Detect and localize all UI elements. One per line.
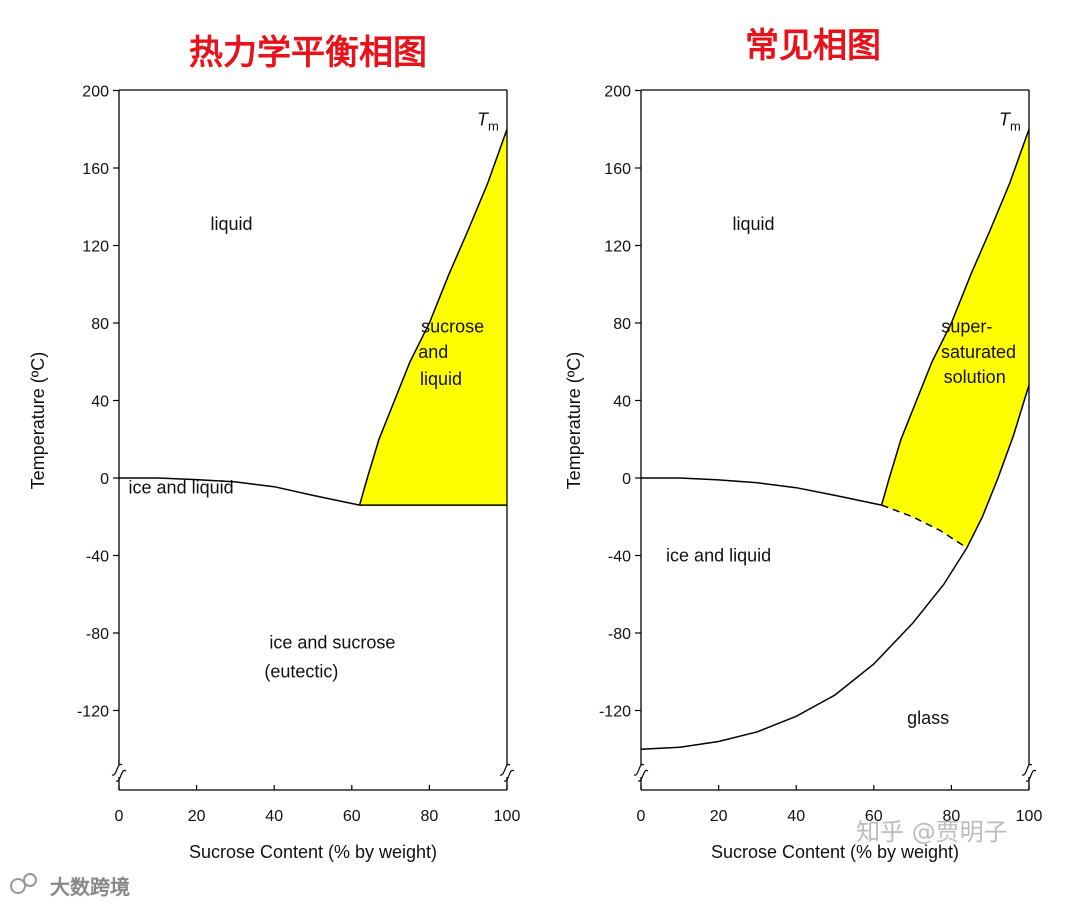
- y-tick-label: -80: [86, 626, 109, 643]
- region-label: liquid: [420, 369, 462, 389]
- region-label: saturated: [941, 342, 1016, 362]
- y-tick-label: 0: [100, 471, 109, 488]
- logo-watermark: 大数跨境: [10, 873, 130, 899]
- tm-label: Tm: [477, 109, 499, 133]
- y-tick-label: -120: [77, 704, 109, 721]
- phase-boundary-line: [641, 477, 882, 506]
- x-tick-label: 80: [421, 808, 439, 825]
- x-tick-label: 60: [865, 808, 883, 825]
- y-axis-label: Temperature (ºC): [28, 352, 48, 490]
- x-tick-label: 0: [115, 808, 124, 825]
- y-tick-label: 40: [91, 394, 109, 411]
- y-tick-label: 80: [613, 316, 631, 333]
- phase-boundary-line: [358, 129, 508, 506]
- logo-icon-ring: [23, 873, 37, 887]
- logo-icon: [10, 878, 26, 894]
- x-tick-label: 0: [637, 808, 646, 825]
- region-label: sucrose: [421, 317, 484, 337]
- x-tick-label: 40: [265, 808, 283, 825]
- chart-common: 200 160 120 80 40 0 -40 -80 -120 0 20 40 60 80 100 Sucr…: [564, 84, 1042, 863]
- region-label: ice and liquid: [129, 478, 234, 498]
- chart-title-common: 常见相图: [745, 26, 881, 66]
- x-tick-label: 20: [710, 808, 728, 825]
- y-tick-label: 160: [604, 161, 631, 178]
- y-tick-label: 120: [82, 239, 109, 256]
- phase-boundary-dashed: [881, 504, 968, 549]
- region-label: glass: [907, 708, 949, 728]
- y-tick-label: 200: [82, 84, 109, 101]
- x-tick-label: 80: [943, 808, 961, 825]
- shaded-region: [359, 129, 507, 506]
- region-label: super-: [941, 317, 992, 337]
- region-label: (eutectic): [264, 662, 338, 682]
- phase-boundary-line: [640, 384, 1030, 751]
- axis-break-left: [633, 763, 649, 782]
- x-tick-label: 100: [1016, 808, 1043, 825]
- y-tick-label: -120: [599, 704, 631, 721]
- phase-boundary-line: [880, 129, 1030, 506]
- region-label: ice and sucrose: [269, 633, 395, 653]
- y-tick-label: 80: [91, 316, 109, 333]
- x-axis-label: Sucrose Content (% by weight): [189, 842, 437, 862]
- region-label: ice and liquid: [666, 545, 771, 565]
- region-label: and: [418, 342, 448, 362]
- x-tick-label: 60: [343, 808, 361, 825]
- tm-label: Tm: [999, 109, 1021, 133]
- y-tick-label: -80: [608, 626, 631, 643]
- y-tick-label: -40: [608, 549, 631, 566]
- x-tick-label: 100: [494, 808, 521, 825]
- phase-boundary-line: [119, 477, 360, 506]
- axis-break-right: [1021, 763, 1037, 782]
- y-tick-label: 200: [604, 84, 631, 101]
- logo-text: 大数跨境: [50, 875, 130, 899]
- y-tick-label: 160: [82, 161, 109, 178]
- region-label: liquid: [211, 214, 253, 234]
- x-axis-label: Sucrose Content (% by weight): [711, 842, 959, 862]
- y-tick-label: 40: [613, 394, 631, 411]
- shaded-region: [881, 129, 1029, 548]
- region-label: solution: [944, 367, 1006, 387]
- y-tick-label: 0: [622, 471, 631, 488]
- chart-equilibrium: 200 160 120 80 40 0 -40 -80 -120 0 20 40 60 80 100 Sucr…: [28, 84, 520, 863]
- axis-break-right: [499, 763, 515, 782]
- x-tick-label: 20: [188, 808, 206, 825]
- y-tick-label: -40: [86, 549, 109, 566]
- y-tick-label: 120: [604, 239, 631, 256]
- y-axis-label: Temperature (ºC): [564, 352, 584, 490]
- region-label: liquid: [733, 214, 775, 234]
- axis-break-left: [111, 763, 127, 782]
- x-tick-label: 40: [787, 808, 805, 825]
- chart-title-equilibrium: 热力学平衡相图: [189, 33, 427, 73]
- zhihu-watermark: 知乎 @贾明子: [856, 818, 1008, 846]
